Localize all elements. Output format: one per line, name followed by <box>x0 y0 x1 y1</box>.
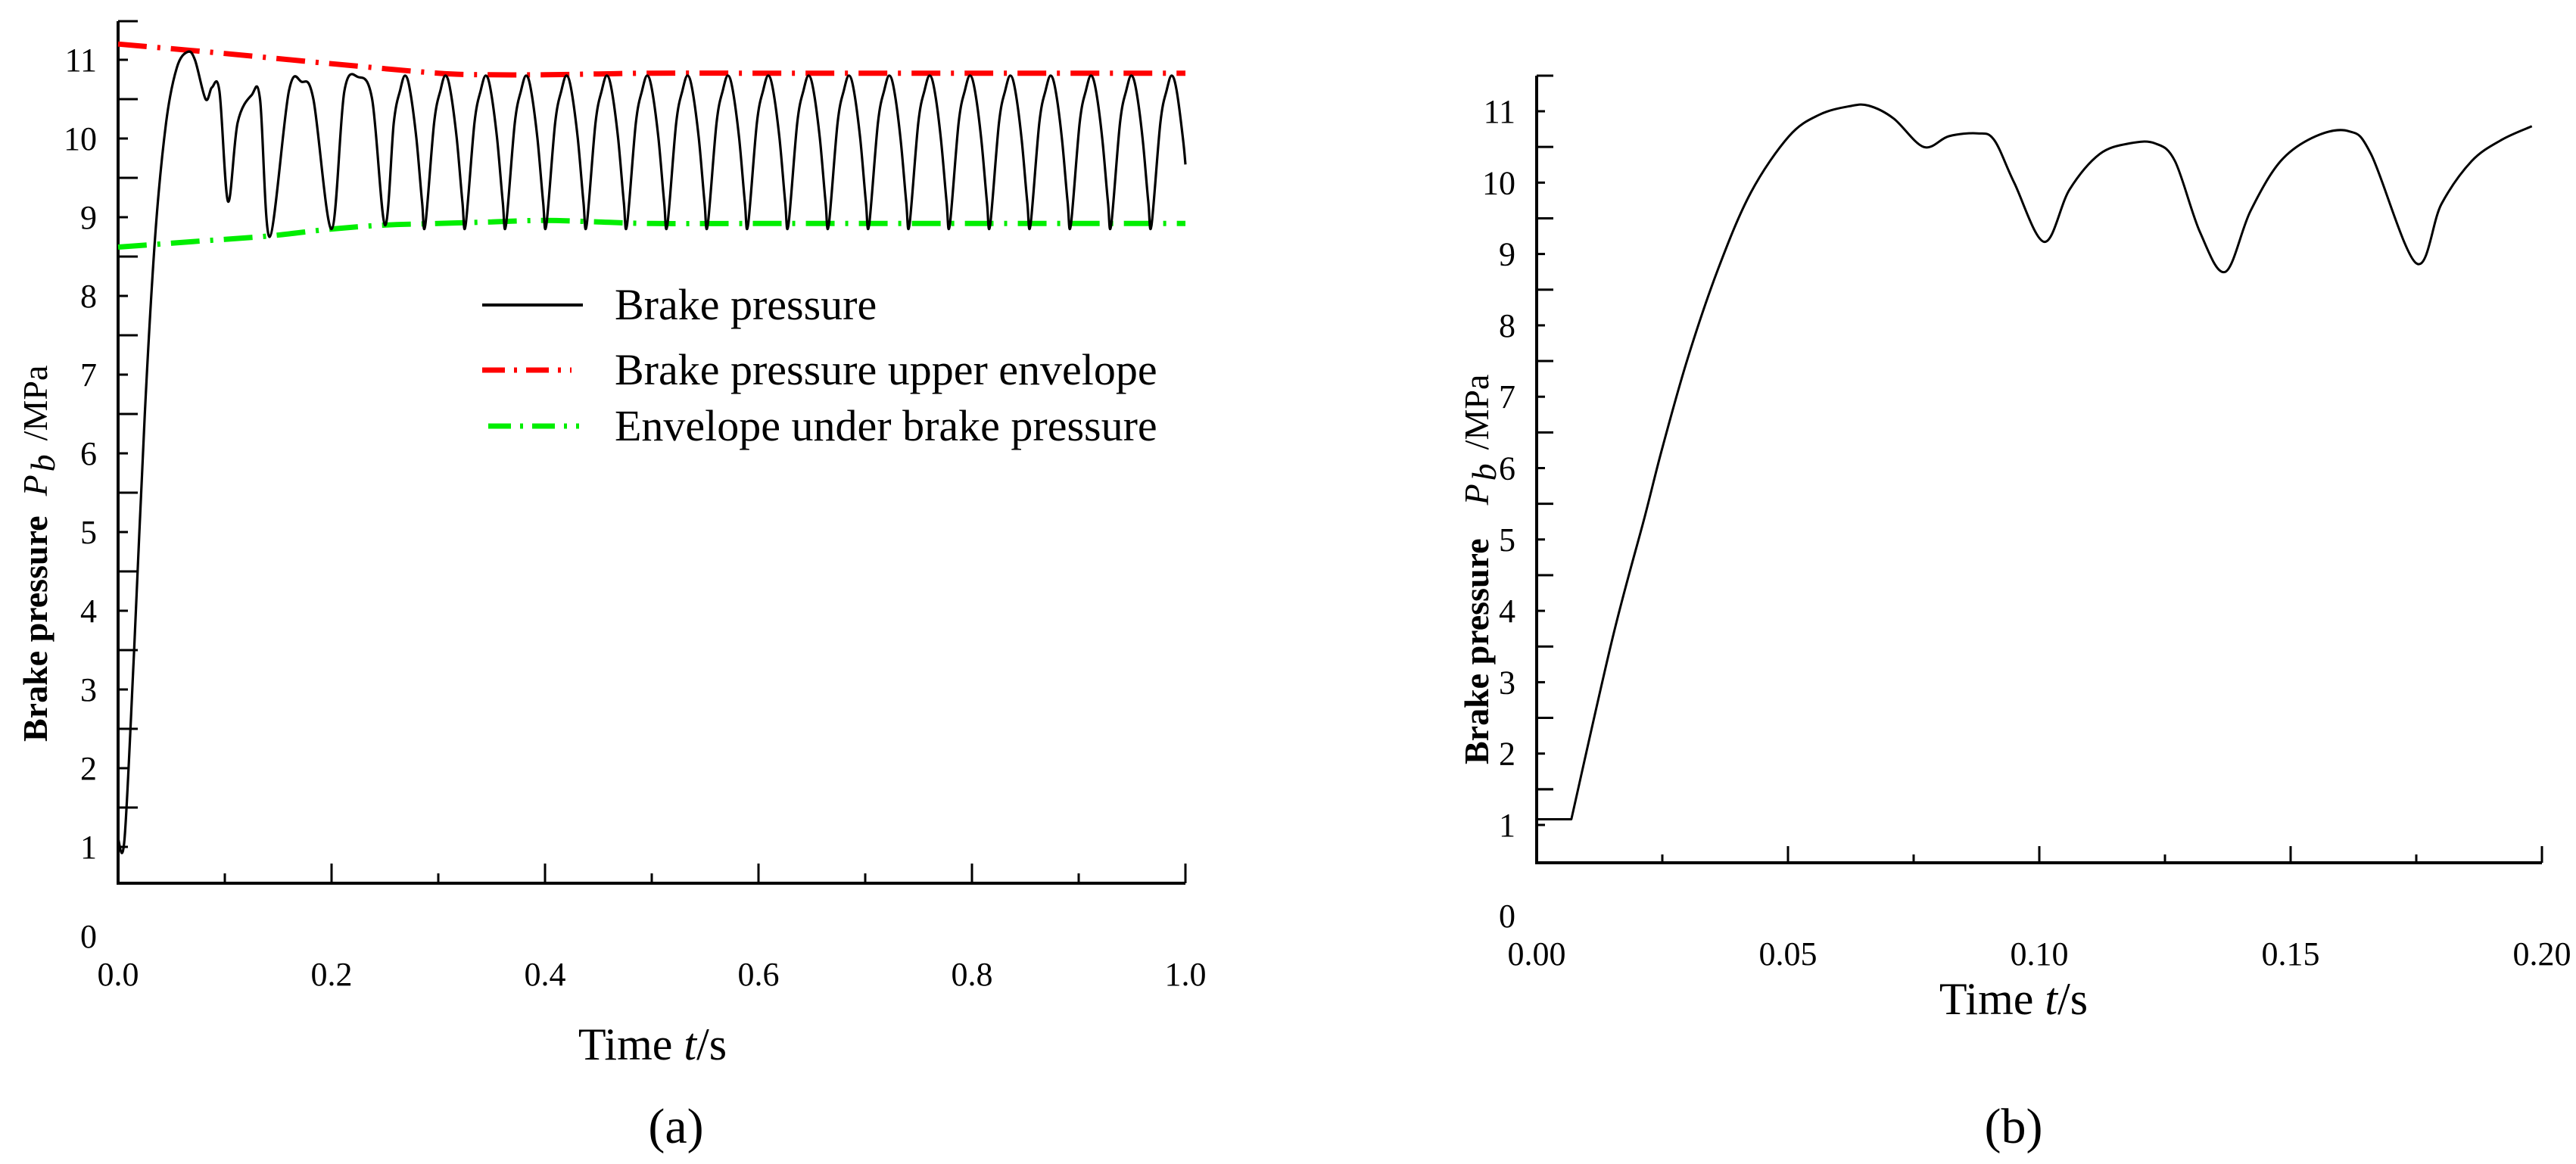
chart-a: 0 1 2 3 4 5 6 7 8 9 10 11 0.0 0.2 0.4 0.6 0.8 1.0 Brake … <box>16 20 1207 1154</box>
chart-b-y-tick-labels: 0 1 2 3 4 5 6 7 8 9 10 11 <box>1482 93 1515 935</box>
chart-b-x-label-suffix: /s <box>2057 974 2088 1024</box>
chart-a-legend: Brake pressure Brake pressure upper enve… <box>482 280 1157 450</box>
x-tick-label: 1.0 <box>1165 956 1207 993</box>
chart-a-x-tick-labels: 0.0 0.2 0.4 0.6 0.8 1.0 <box>98 956 1207 993</box>
chart-b-x-label-var: t <box>2045 974 2058 1024</box>
y-tick-label: 3 <box>1499 664 1515 701</box>
legend-label-lower-envelope: Envelope under brake pressure <box>615 401 1157 450</box>
legend-label-upper-envelope: Brake pressure upper envelope <box>615 345 1157 394</box>
y-tick-label: 5 <box>80 514 97 551</box>
y-tick-label: 6 <box>80 435 97 472</box>
chart-b: 0 1 2 3 4 5 6 7 8 9 10 11 0.00 0.05 0.10 0.15 0.20 Brak… <box>1457 74 2571 1154</box>
x-tick-label: 0.8 <box>952 956 993 993</box>
x-tick-label: 0.00 <box>1508 935 1566 973</box>
x-tick-label: 0.10 <box>2011 935 2069 973</box>
chart-a-x-label-suffix: /s <box>696 1019 727 1069</box>
chart-b-y-axis-label: Brake pressure P b /MPa <box>1457 375 1503 764</box>
x-tick-label: 0.05 <box>1759 935 1818 973</box>
x-tick-label: 0.0 <box>98 956 139 993</box>
chart-a-brake-pressure-line <box>117 50 1187 854</box>
x-tick-label: 0.15 <box>2262 935 2320 973</box>
chart-a-y-axis-label: Brake pressure P b /MPa <box>16 366 62 742</box>
y-tick-label: 5 <box>1499 521 1515 559</box>
y-tick-label: 8 <box>80 278 97 315</box>
panel-label-b: (b) <box>1985 1099 2043 1154</box>
y-tick-label: 10 <box>1482 164 1515 201</box>
y-tick-label: 4 <box>80 593 97 630</box>
chart-a-x-axis-label: Time t/s <box>578 1019 727 1069</box>
chart-a-y-label-var: P <box>16 475 55 496</box>
chart-b-y-label-unit: /MPa <box>1457 375 1496 450</box>
legend-label-brake-pressure: Brake pressure <box>615 280 877 329</box>
chart-b-y-label-var: P <box>1457 484 1496 506</box>
y-tick-label: 9 <box>1499 236 1515 273</box>
x-tick-label: 0.4 <box>525 956 566 993</box>
chart-a-y-tick-labels: 0 1 2 3 4 5 6 7 8 9 10 11 <box>64 42 97 955</box>
y-tick-label: 2 <box>1499 736 1515 773</box>
chart-b-x-tick-labels: 0.00 0.05 0.10 0.15 0.20 <box>1508 935 2571 973</box>
panel-label-a: (a) <box>648 1099 703 1154</box>
chart-a-y-label-unit: /MPa <box>16 366 55 441</box>
chart-b-brake-pressure-line <box>1537 103 2533 820</box>
chart-a-y-label-main: Brake pressure <box>16 515 55 742</box>
y-tick-label: 8 <box>1499 307 1515 344</box>
y-tick-label: 4 <box>1499 593 1515 630</box>
x-tick-label: 0.2 <box>311 956 353 993</box>
chart-a-axes <box>117 20 1187 885</box>
y-tick-label: 3 <box>80 671 97 708</box>
y-tick-label: 10 <box>64 120 97 157</box>
x-tick-label: 0.6 <box>738 956 780 993</box>
y-tick-label: 11 <box>65 42 97 79</box>
y-tick-label: 7 <box>80 356 97 394</box>
chart-b-y-label-main: Brake pressure <box>1457 538 1496 764</box>
y-tick-label: 0 <box>80 918 97 955</box>
chart-b-axes <box>1535 74 2543 864</box>
chart-a-lower-envelope-line <box>117 217 1185 250</box>
y-tick-label: 1 <box>1499 807 1515 844</box>
y-tick-label: 11 <box>1484 93 1515 130</box>
chart-a-y-label-sub: b <box>23 454 62 472</box>
chart-b-x-axis-label: Time t/s <box>1939 974 2088 1024</box>
chart-b-x-label-prefix: Time <box>1939 974 2045 1024</box>
chart-a-x-label-prefix: Time <box>578 1019 684 1069</box>
y-tick-label: 0 <box>1499 898 1515 935</box>
y-tick-label: 2 <box>80 750 97 787</box>
y-tick-label: 6 <box>1499 450 1515 487</box>
chart-a-x-label-var: t <box>684 1019 697 1069</box>
y-tick-label: 7 <box>1499 378 1515 415</box>
y-tick-label: 1 <box>80 829 97 866</box>
y-tick-label: 9 <box>80 199 97 236</box>
x-tick-label: 0.20 <box>2513 935 2571 973</box>
chart-b-y-label-sub: b <box>1465 463 1503 481</box>
chart-a-upper-envelope-line <box>117 41 1185 78</box>
